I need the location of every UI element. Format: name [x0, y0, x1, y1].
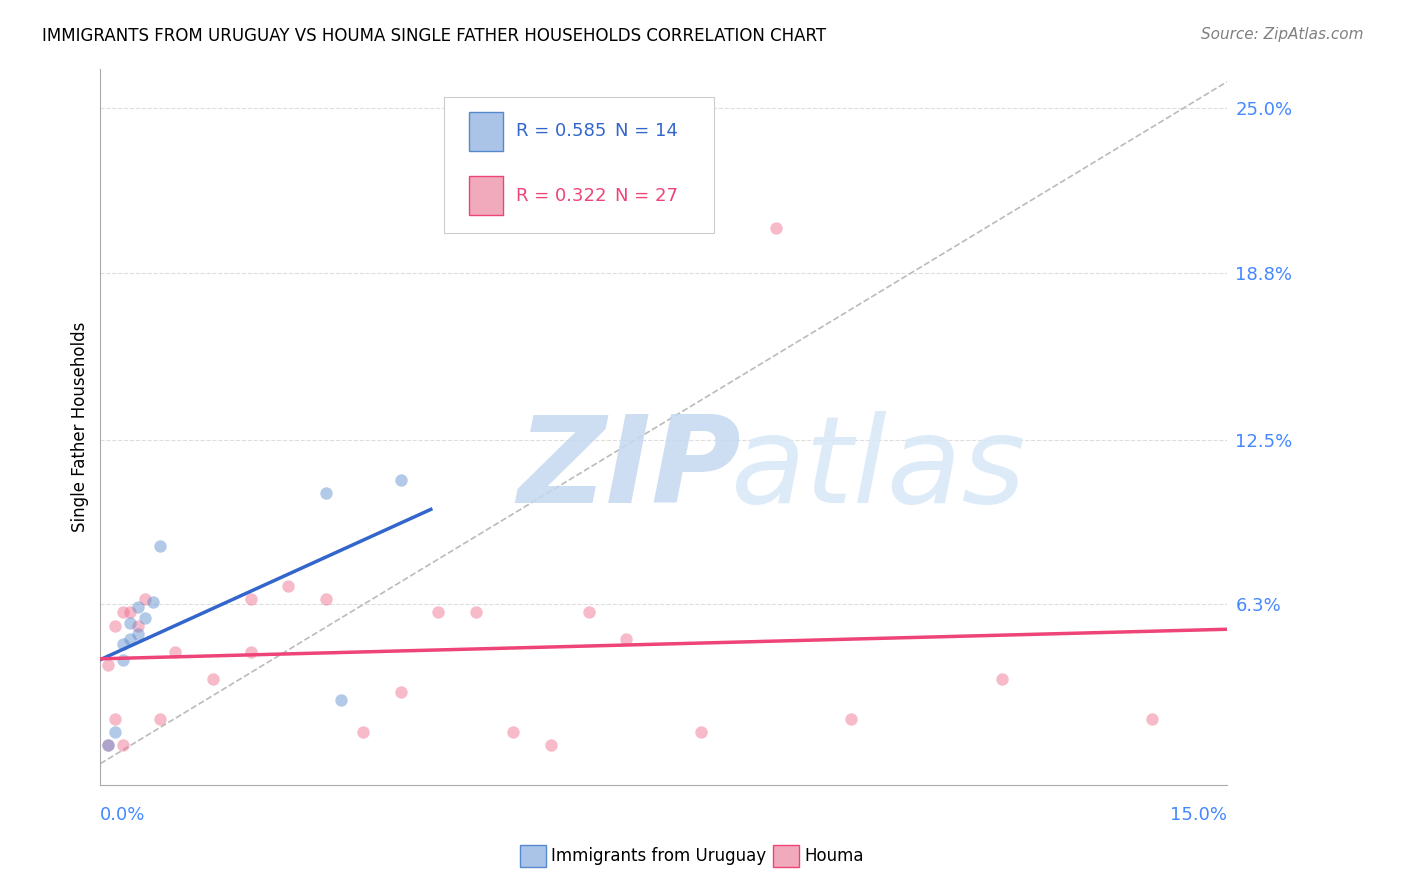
Point: [540, 738, 562, 752]
Point: [134, 592, 156, 607]
Point: [578, 606, 600, 620]
Point: [97, 738, 120, 752]
Point: [502, 724, 524, 739]
Text: IMMIGRANTS FROM URUGUAY VS HOUMA SINGLE FATHER HOUSEHOLDS CORRELATION CHART: IMMIGRANTS FROM URUGUAY VS HOUMA SINGLE …: [42, 27, 827, 45]
Text: N = 27: N = 27: [616, 186, 678, 204]
Point: [277, 579, 299, 593]
Text: Houma: Houma: [804, 847, 863, 865]
Point: [111, 738, 134, 752]
Point: [239, 592, 262, 607]
Point: [165, 645, 187, 659]
Point: [202, 672, 225, 686]
Point: [990, 672, 1012, 686]
Point: [352, 724, 374, 739]
Point: [104, 724, 127, 739]
Text: N = 14: N = 14: [616, 122, 678, 140]
Text: R = 0.585: R = 0.585: [516, 122, 606, 140]
Point: [120, 615, 142, 630]
Y-axis label: Single Father Households: Single Father Households: [72, 321, 89, 532]
Point: [97, 738, 120, 752]
FancyBboxPatch shape: [444, 97, 714, 234]
Point: [841, 712, 863, 726]
Point: [149, 539, 172, 553]
Text: Immigrants from Uruguay: Immigrants from Uruguay: [551, 847, 766, 865]
Point: [315, 592, 337, 607]
Point: [111, 637, 134, 651]
Point: [765, 220, 787, 235]
Point: [142, 595, 165, 609]
Text: 15.0%: 15.0%: [1170, 806, 1227, 824]
Text: Source: ZipAtlas.com: Source: ZipAtlas.com: [1201, 27, 1364, 42]
Point: [389, 473, 412, 487]
Bar: [468, 112, 502, 151]
Text: R = 0.322: R = 0.322: [516, 186, 606, 204]
Point: [389, 685, 412, 699]
Point: [120, 606, 142, 620]
Point: [127, 626, 149, 640]
Point: [1140, 712, 1163, 726]
Point: [239, 645, 262, 659]
Point: [127, 618, 149, 632]
Point: [104, 712, 127, 726]
Point: [315, 486, 337, 500]
Text: atlas: atlas: [731, 411, 1026, 528]
Point: [104, 618, 127, 632]
Point: [329, 693, 352, 707]
Text: ZIP: ZIP: [517, 411, 741, 528]
Point: [120, 632, 142, 646]
Point: [134, 611, 156, 625]
Bar: [468, 176, 502, 215]
Point: [111, 606, 134, 620]
Point: [464, 606, 486, 620]
Point: [690, 724, 713, 739]
Point: [149, 712, 172, 726]
Text: 0.0%: 0.0%: [100, 806, 146, 824]
Point: [127, 600, 149, 615]
Point: [614, 632, 637, 646]
Point: [111, 653, 134, 667]
Point: [427, 606, 450, 620]
Point: [97, 658, 120, 673]
